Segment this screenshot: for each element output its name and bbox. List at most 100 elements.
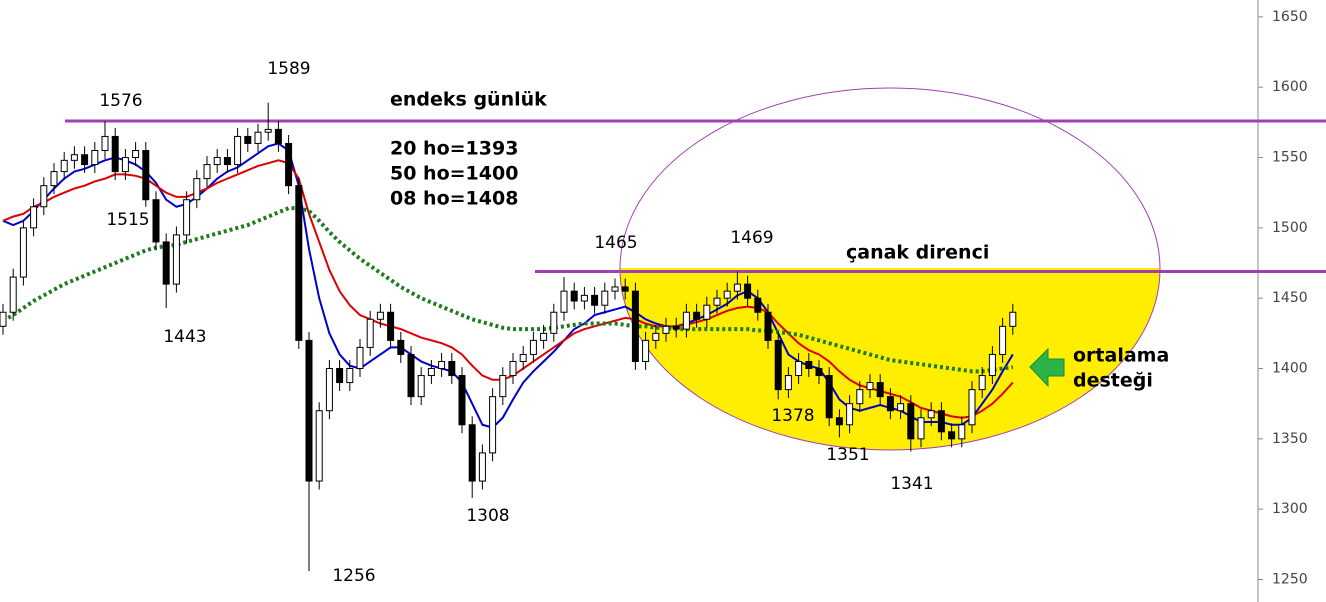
candle-body — [213, 157, 221, 166]
candle-body — [417, 375, 425, 398]
candle-body — [40, 185, 48, 208]
candle-body — [1009, 311, 1017, 327]
candle-body — [540, 332, 548, 341]
candle-body — [50, 171, 58, 187]
moving-average — [2, 159, 1014, 419]
price-annotation: 1341 — [890, 474, 933, 494]
candle-body — [274, 128, 282, 144]
candle-body — [886, 396, 894, 412]
note-line: 20 ho=1393 — [390, 138, 518, 160]
candle-body — [264, 128, 272, 133]
candle-body — [723, 290, 731, 299]
candle-body — [784, 375, 792, 391]
candle-body — [366, 318, 374, 348]
candle-body — [937, 410, 945, 433]
candle-body — [611, 286, 619, 292]
candle-body — [621, 286, 629, 292]
candle-body — [662, 325, 670, 334]
candle-body — [30, 206, 38, 229]
candle-body — [907, 403, 915, 440]
candle-body — [387, 311, 395, 341]
candle-body — [978, 375, 986, 391]
candle-body — [193, 178, 201, 201]
candle-body — [672, 325, 680, 330]
moving-average — [2, 142, 1014, 429]
y-tick-label: 1550 — [1272, 150, 1308, 166]
candle-body — [336, 368, 344, 384]
candle-body — [0, 311, 7, 327]
candle-body — [846, 403, 854, 426]
candle-body — [682, 311, 690, 330]
candle-body — [223, 157, 231, 166]
note-line: 08 ho=1408 — [390, 188, 518, 210]
candle-body — [489, 396, 497, 454]
candle-body — [519, 353, 527, 362]
candle-body — [111, 135, 119, 173]
y-tick-label: 1650 — [1272, 9, 1308, 25]
candle-body — [499, 375, 507, 398]
candle-body — [774, 339, 782, 391]
candle-body — [927, 410, 935, 419]
candle-body — [652, 332, 660, 341]
price-annotation: 1443 — [163, 327, 206, 347]
candle-body — [295, 185, 303, 341]
candle-body — [19, 227, 27, 278]
y-tick-label: 1350 — [1272, 431, 1308, 447]
candle-body — [876, 382, 884, 398]
candle-body — [999, 325, 1007, 355]
candle-body — [60, 159, 68, 173]
candle-body — [427, 368, 435, 377]
candle-body — [305, 339, 313, 482]
price-annotation: 1351 — [826, 445, 869, 465]
price-annotation: 1515 — [106, 210, 149, 230]
candle-body — [570, 290, 578, 302]
support-arrow — [1029, 347, 1065, 388]
price-annotation: 1308 — [466, 506, 509, 526]
candle-body — [448, 360, 456, 377]
y-tick-label: 1450 — [1272, 290, 1308, 306]
candle-body — [917, 417, 925, 440]
candle-body — [744, 283, 752, 299]
candle-body — [315, 410, 323, 482]
bowl-fill — [620, 268, 1160, 450]
candle-body — [805, 360, 813, 370]
candle-body — [560, 290, 568, 313]
moving-average — [2, 206, 1014, 374]
candle-body — [988, 353, 996, 377]
candle-body — [203, 164, 211, 180]
candle-body — [478, 452, 486, 482]
candle-body — [152, 199, 160, 243]
y-tick-label: 1500 — [1272, 220, 1308, 236]
y-tick-label: 1400 — [1272, 361, 1308, 377]
note-line: 50 ho=1400 — [390, 163, 518, 185]
resistance-label: çanak direnci — [846, 242, 989, 264]
candle-body — [91, 150, 99, 166]
y-tick-label: 1300 — [1272, 501, 1308, 517]
support-label: desteği — [1073, 370, 1153, 392]
candle-body — [703, 304, 711, 320]
candle-body — [397, 339, 405, 355]
support-label: ortalama — [1073, 345, 1169, 367]
candle-body — [346, 368, 354, 384]
candle-body — [948, 431, 956, 440]
candle-body — [407, 353, 415, 398]
candle-body — [550, 311, 558, 334]
candle-body — [285, 142, 293, 187]
candle-body — [795, 360, 803, 377]
candle-body — [764, 311, 772, 341]
candle-body — [642, 339, 650, 362]
candle-body — [529, 339, 537, 355]
y-tick-label: 1600 — [1272, 79, 1308, 95]
candle-body — [825, 375, 833, 419]
candle-body — [438, 360, 446, 370]
candle-body — [856, 389, 864, 405]
candle-body — [509, 360, 517, 377]
candle-body — [356, 346, 364, 370]
candle-body — [815, 368, 823, 377]
candle-body — [162, 241, 170, 285]
candle-body — [601, 290, 609, 306]
candle-body — [9, 276, 17, 313]
candle-body — [132, 150, 140, 159]
price-annotation: 1469 — [730, 228, 773, 248]
